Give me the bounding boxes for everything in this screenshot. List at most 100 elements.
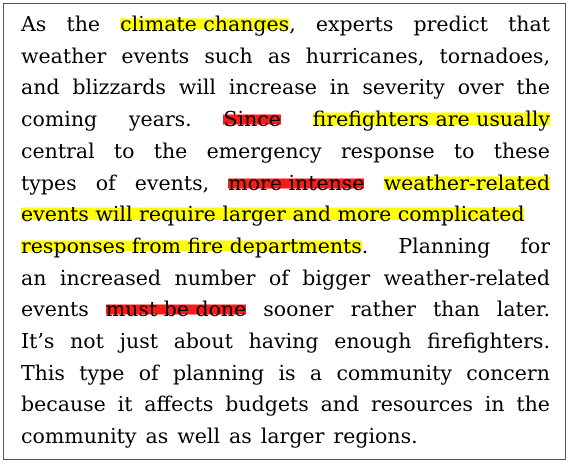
word: of [268, 265, 289, 290]
word: to [453, 138, 475, 163]
word: events, [134, 170, 210, 195]
passage-line: responses from fire departments. Planning… [21, 231, 550, 261]
word: severity [362, 75, 445, 100]
word: enough [334, 329, 412, 353]
highlight-yellow: responses from fire departments [21, 233, 362, 258]
passage-line: This type of planning is a community concern [21, 358, 550, 388]
passage-line: events will require larger and more comp… [21, 199, 550, 230]
word: because [21, 392, 106, 417]
word: blizzards [72, 75, 166, 100]
word: larger [260, 424, 325, 449]
word: tornadoes, [439, 43, 550, 68]
word: weather [21, 43, 107, 68]
word: as [229, 424, 252, 449]
word: it [117, 392, 133, 417]
word: rather [350, 297, 416, 322]
highlight-yellow: climate changes [120, 12, 290, 36]
word: than [432, 297, 480, 322]
passage-line: events must be done sooner rather than later. [21, 294, 550, 325]
highlight-yellow: events will require larger and more comp… [21, 199, 525, 230]
word: coming [21, 107, 98, 132]
word: This [21, 360, 65, 385]
passage-line: As the climate changes, experts predict that [21, 9, 550, 39]
word: resources [370, 392, 473, 417]
word: that [508, 12, 550, 36]
highlight-yellow: firefighters are usually [312, 104, 550, 135]
word: types [21, 170, 77, 195]
word: well [177, 424, 221, 449]
word: increased [59, 265, 162, 290]
passage-line: coming years. Since firefighters are usuall… [21, 104, 550, 135]
word: in [484, 392, 505, 417]
highlight-red: Since [223, 104, 281, 135]
word: events [21, 297, 89, 322]
word: response [340, 138, 435, 163]
word: the [516, 392, 550, 417]
word: later. [496, 297, 550, 322]
word: as [267, 43, 291, 68]
word: increase [228, 75, 317, 100]
word: weather-related [383, 265, 550, 290]
word: of [138, 360, 159, 385]
passage-line: weather events such as hurricanes, tornadoes, [21, 41, 550, 71]
word: the [66, 12, 101, 36]
word: predict [413, 12, 488, 36]
word: , [289, 12, 296, 36]
word: sooner [263, 297, 334, 322]
word: over [457, 75, 504, 100]
word: an [21, 265, 47, 290]
passage-line: an increased number of bigger weather-related [21, 263, 550, 293]
passage-line: and blizzards will increase in severity over th… [21, 72, 550, 102]
word: As [21, 12, 47, 36]
word: not [70, 329, 104, 353]
word: affects [144, 392, 214, 417]
word: years. [128, 107, 192, 132]
word: Planning [398, 233, 491, 258]
word: It’s [21, 329, 55, 353]
word: to [113, 138, 135, 163]
word: emergency [206, 138, 322, 163]
word: concern [466, 360, 550, 385]
passage-line: community as well as larger regions. [21, 421, 550, 451]
word: firefighters. [427, 329, 550, 353]
highlight-yellow: weather-related [383, 167, 550, 198]
word: having [248, 329, 319, 353]
word: such [204, 43, 253, 68]
passage-line: It’s not just about having enough firefighters… [21, 326, 550, 356]
word: central [21, 138, 95, 163]
word: . [361, 233, 369, 258]
word: the [516, 75, 550, 100]
word: these [493, 138, 550, 163]
passage-line: because it affects budgets and resources in the [21, 389, 550, 419]
word-group: responses from fire departments. [21, 231, 368, 261]
word: and [21, 75, 60, 100]
word: community [336, 360, 452, 385]
passage-line: central to the emergency response to these [21, 136, 550, 166]
word: type [79, 360, 125, 385]
word: just [119, 329, 158, 353]
word: community [21, 424, 137, 449]
word: planning [172, 360, 265, 385]
word: as [145, 424, 169, 449]
word: will [178, 75, 216, 100]
passage-frame [3, 3, 566, 460]
word: in [329, 75, 350, 100]
word-group: climate changes, [120, 9, 296, 39]
word: the [153, 138, 188, 163]
word: bigger [302, 265, 371, 290]
word: and [320, 392, 360, 417]
word: events [121, 43, 190, 68]
highlight-red: must be done [105, 294, 247, 325]
word: for [520, 233, 550, 258]
word: number [174, 265, 256, 290]
word: hurricanes, [305, 43, 425, 68]
word: budgets [225, 392, 309, 417]
highlight-red: more intense [228, 167, 365, 198]
word: a [309, 360, 323, 385]
word: regions. [333, 424, 418, 449]
word: is [278, 360, 296, 385]
passage-line: types of events, more intense weather-relate… [21, 167, 550, 198]
word: about [173, 329, 233, 353]
word: experts [315, 12, 394, 36]
word: of [95, 170, 116, 195]
